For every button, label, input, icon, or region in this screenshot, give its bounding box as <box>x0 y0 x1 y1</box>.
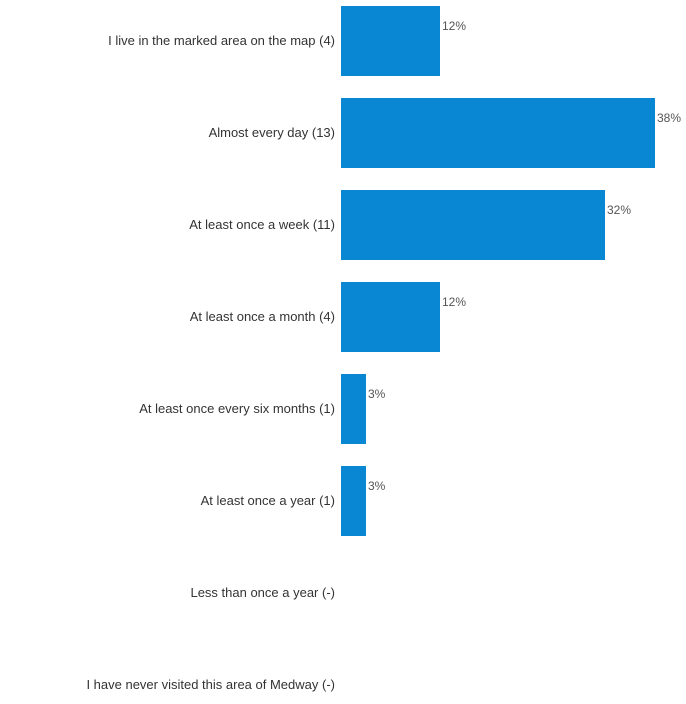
bar <box>341 466 366 536</box>
category-labels-layer: I live in the marked area on the map (4)… <box>86 33 335 692</box>
category-label: I have never visited this area of Medway… <box>86 677 335 692</box>
category-label: Almost every day (13) <box>209 125 335 140</box>
bars-layer <box>341 6 655 536</box>
bar <box>341 98 655 168</box>
category-label: At least once a month (4) <box>190 309 335 324</box>
value-label: 3% <box>368 387 386 401</box>
bar <box>341 282 440 352</box>
category-label: I live in the marked area on the map (4) <box>108 33 335 48</box>
bar <box>341 6 440 76</box>
category-label: At least once a week (11) <box>189 217 335 232</box>
value-label: 12% <box>442 19 466 33</box>
value-labels-layer: 12% 38% 32% 12% 3% 3% <box>368 19 681 493</box>
value-label: 38% <box>657 111 681 125</box>
category-label: At least once every six months (1) <box>139 401 335 416</box>
bar <box>341 374 366 444</box>
category-label: At least once a year (1) <box>201 493 335 508</box>
category-label: Less than once a year (-) <box>190 585 335 600</box>
value-label: 12% <box>442 295 466 309</box>
bar <box>341 190 605 260</box>
value-label: 3% <box>368 479 386 493</box>
value-label: 32% <box>607 203 631 217</box>
